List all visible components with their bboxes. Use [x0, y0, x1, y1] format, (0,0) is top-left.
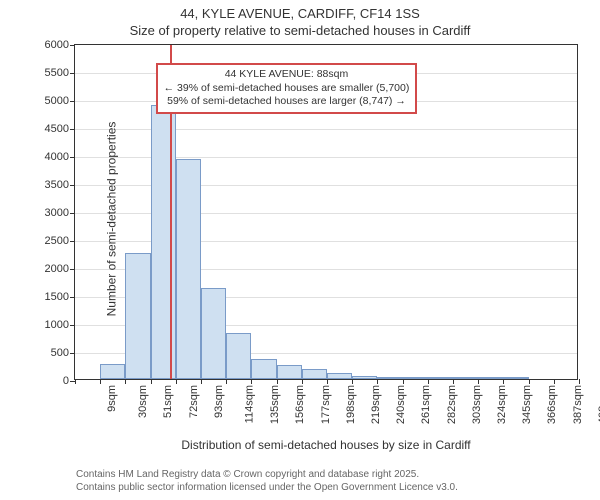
xtick-label: 261sqm — [421, 385, 433, 424]
xtick-mark — [503, 379, 504, 384]
attribution-line1: Contains HM Land Registry data © Crown c… — [76, 468, 458, 481]
xtick-label: 219sqm — [370, 385, 382, 424]
ytick-label: 0 — [63, 375, 69, 387]
histogram-bar — [377, 377, 402, 379]
xtick-mark — [428, 379, 429, 384]
xtick-label: 114sqm — [243, 385, 255, 423]
annotation-line1: 44 KYLE AVENUE: 88sqm — [164, 68, 410, 82]
ytick-mark — [70, 297, 75, 298]
xtick-mark — [75, 379, 76, 384]
ytick-label: 1500 — [45, 291, 69, 303]
property-size-chart: 44, KYLE AVENUE, CARDIFF, CF14 1SS Size … — [0, 0, 600, 500]
xtick-mark — [529, 379, 530, 384]
ytick-label: 5000 — [45, 95, 69, 107]
xtick-label: 303sqm — [471, 385, 483, 424]
xtick-label: 198sqm — [345, 385, 357, 424]
xtick-mark — [327, 379, 328, 384]
xtick-label: 93sqm — [213, 385, 225, 418]
ytick-label: 4500 — [45, 123, 69, 135]
x-axis-label: Distribution of semi-detached houses by … — [74, 438, 578, 452]
ytick-mark — [70, 213, 75, 214]
ytick-label: 6000 — [45, 39, 69, 51]
histogram-bar — [352, 376, 377, 379]
xtick-label: 72sqm — [188, 385, 200, 418]
ytick-label: 1000 — [45, 319, 69, 331]
histogram-bar — [478, 377, 503, 379]
annotation-box: 44 KYLE AVENUE: 88sqm← 39% of semi-detac… — [156, 63, 418, 114]
histogram-bar — [100, 364, 125, 379]
plot-area: 0500100015002000250030003500400045005000… — [74, 44, 578, 380]
xtick-mark — [201, 379, 202, 384]
xtick-mark — [352, 379, 353, 384]
xtick-label: 135sqm — [269, 385, 281, 424]
ytick-mark — [70, 269, 75, 270]
xtick-mark — [478, 379, 479, 384]
annotation-line2: ← 39% of semi-detached houses are smalle… — [164, 82, 410, 96]
histogram-bar — [176, 159, 201, 379]
chart-title-address: 44, KYLE AVENUE, CARDIFF, CF14 1SS — [0, 0, 600, 21]
ytick-label: 4000 — [45, 151, 69, 163]
xtick-label: 282sqm — [446, 385, 458, 424]
chart-title-subtitle: Size of property relative to semi-detach… — [0, 21, 600, 38]
xtick-label: 30sqm — [137, 385, 149, 418]
xtick-mark — [302, 379, 303, 384]
xtick-mark — [251, 379, 252, 384]
xtick-label: 9sqm — [106, 385, 118, 412]
xtick-label: 177sqm — [320, 385, 332, 424]
y-axis-label: Number of semi-detached properties — [104, 122, 118, 317]
xtick-mark — [403, 379, 404, 384]
ytick-mark — [70, 73, 75, 74]
histogram-bar — [201, 288, 226, 379]
ytick-mark — [70, 353, 75, 354]
xtick-label: 51sqm — [162, 385, 174, 418]
histogram-bar — [151, 105, 176, 379]
histogram-bar — [403, 377, 428, 379]
xtick-mark — [176, 379, 177, 384]
ytick-mark — [70, 241, 75, 242]
ytick-mark — [70, 101, 75, 102]
ytick-label: 2500 — [45, 235, 69, 247]
ytick-mark — [70, 45, 75, 46]
annotation-line3: 59% of semi-detached houses are larger (… — [164, 95, 410, 109]
histogram-bar — [251, 359, 276, 379]
histogram-bar — [125, 253, 150, 379]
ytick-mark — [70, 325, 75, 326]
histogram-bar — [277, 365, 302, 379]
ytick-label: 3500 — [45, 179, 69, 191]
xtick-mark — [277, 379, 278, 384]
histogram-bar — [428, 377, 453, 379]
xtick-label: 324sqm — [496, 385, 508, 424]
xtick-mark — [579, 379, 580, 384]
xtick-label: 387sqm — [572, 385, 584, 424]
xtick-label: 240sqm — [395, 385, 407, 424]
ytick-mark — [70, 157, 75, 158]
ytick-label: 5500 — [45, 67, 69, 79]
xtick-mark — [377, 379, 378, 384]
xtick-mark — [125, 379, 126, 384]
xtick-mark — [226, 379, 227, 384]
histogram-bar — [453, 377, 478, 379]
xtick-label: 366sqm — [547, 385, 559, 424]
ytick-label: 500 — [51, 347, 69, 359]
xtick-mark — [453, 379, 454, 384]
xtick-mark — [151, 379, 152, 384]
xtick-label: 345sqm — [521, 385, 533, 424]
histogram-bar — [327, 373, 352, 379]
ytick-mark — [70, 185, 75, 186]
ytick-mark — [70, 129, 75, 130]
attribution-line2: Contains public sector information licen… — [76, 481, 458, 494]
xtick-mark — [100, 379, 101, 384]
xtick-mark — [554, 379, 555, 384]
ytick-label: 2000 — [45, 263, 69, 275]
histogram-bar — [226, 333, 251, 379]
histogram-bar — [503, 377, 528, 379]
xtick-label: 156sqm — [295, 385, 307, 424]
histogram-bar — [302, 369, 327, 379]
ytick-label: 3000 — [45, 207, 69, 219]
attribution-text: Contains HM Land Registry data © Crown c… — [76, 468, 458, 494]
